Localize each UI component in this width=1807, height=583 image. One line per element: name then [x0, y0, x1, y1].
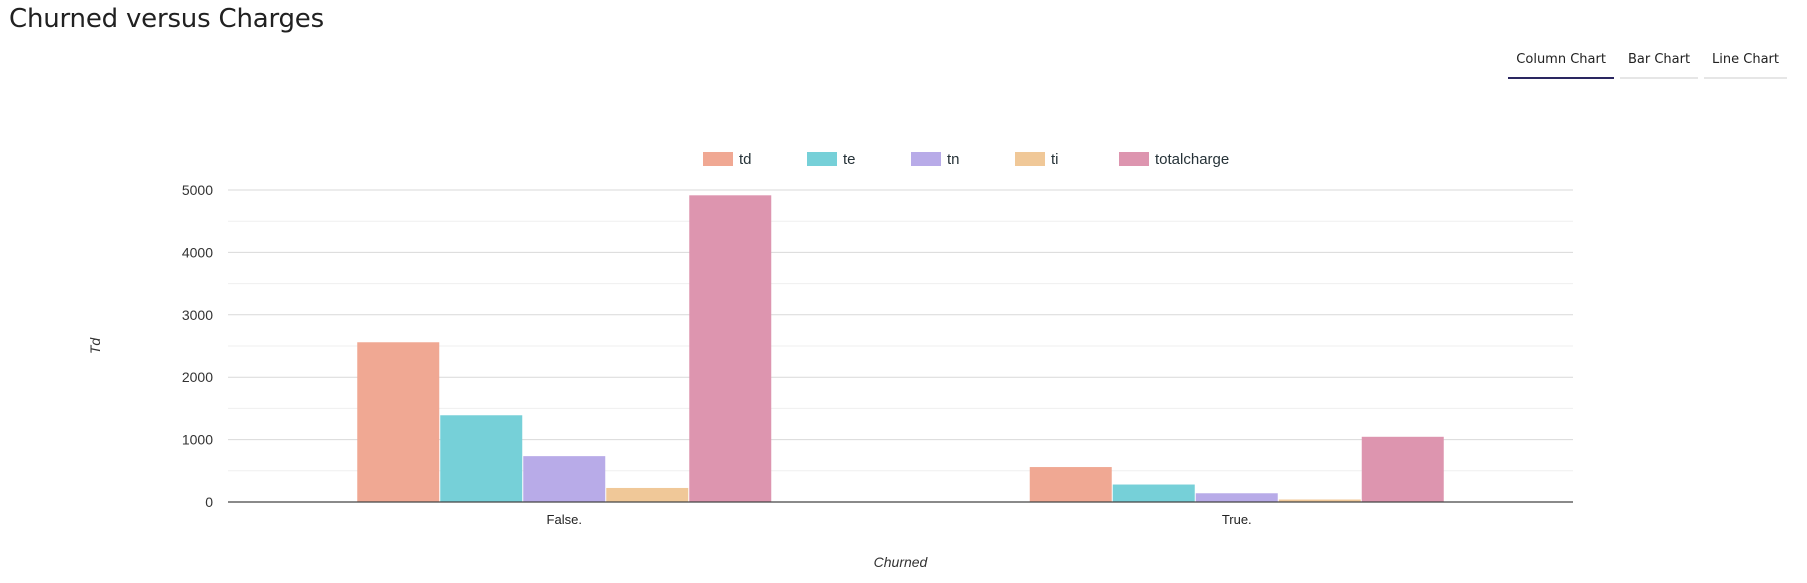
legend-swatch: [911, 152, 941, 166]
x-axis-label: Churned: [874, 554, 929, 570]
bar-tn-0[interactable]: [523, 456, 606, 502]
bar-td-0[interactable]: [357, 342, 440, 502]
y-tick-label: 1000: [182, 432, 213, 448]
page-title: Churned versus Charges: [9, 4, 324, 34]
y-tick-label: 5000: [182, 182, 213, 198]
y-tick-label: 2000: [182, 369, 213, 385]
y-axis-label: Td: [87, 337, 103, 355]
y-axis-ticks: 0 1000 2000 3000 4000 5000: [182, 182, 213, 510]
legend-swatch: [703, 152, 733, 166]
chart-bars: [357, 195, 1444, 502]
legend-label: totalcharge: [1155, 151, 1229, 168]
x-axis-ticks: False. True.: [547, 512, 1252, 527]
y-tick-label: 4000: [182, 244, 213, 260]
legend-item-tn[interactable]: tn: [911, 151, 960, 168]
bar-td-1[interactable]: [1029, 467, 1112, 502]
x-tick-label: False.: [547, 512, 582, 527]
x-tick-label: True.: [1222, 512, 1252, 527]
bar-te-1[interactable]: [1112, 484, 1195, 502]
legend-label: te: [843, 151, 856, 168]
bar-totalcharge-1[interactable]: [1361, 436, 1444, 502]
bar-ti-1[interactable]: [1278, 499, 1361, 502]
bar-ti-0[interactable]: [606, 487, 689, 502]
legend-item-td[interactable]: td: [703, 151, 752, 168]
bar-te-0[interactable]: [440, 415, 523, 502]
tab-bar-chart[interactable]: Bar Chart: [1619, 48, 1699, 79]
legend-item-totalcharge[interactable]: totalcharge: [1119, 151, 1229, 168]
legend-swatch: [807, 152, 837, 166]
legend-item-ti[interactable]: ti: [1015, 151, 1059, 168]
chart-type-tabs: Column Chart Bar Chart Line Chart: [1508, 48, 1787, 79]
tab-line-chart[interactable]: Line Chart: [1704, 48, 1787, 79]
legend-swatch: [1119, 152, 1149, 166]
y-tick-label: 0: [205, 494, 213, 510]
legend-swatch: [1015, 152, 1045, 166]
chart-legend: td te tn ti totalcharge: [703, 151, 1229, 168]
legend-label: td: [739, 151, 752, 168]
legend-label: ti: [1051, 151, 1059, 168]
bar-totalcharge-0[interactable]: [689, 195, 772, 502]
legend-item-te[interactable]: te: [807, 151, 856, 168]
bar-tn-1[interactable]: [1195, 493, 1278, 502]
tab-column-chart[interactable]: Column Chart: [1508, 48, 1614, 79]
legend-label: tn: [947, 151, 960, 168]
y-tick-label: 3000: [182, 307, 213, 323]
